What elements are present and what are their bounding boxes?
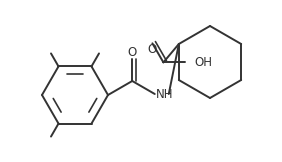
Text: NH: NH [156, 88, 173, 102]
Text: O: O [128, 46, 137, 59]
Text: O: O [148, 43, 157, 56]
Text: OH: OH [194, 56, 212, 69]
